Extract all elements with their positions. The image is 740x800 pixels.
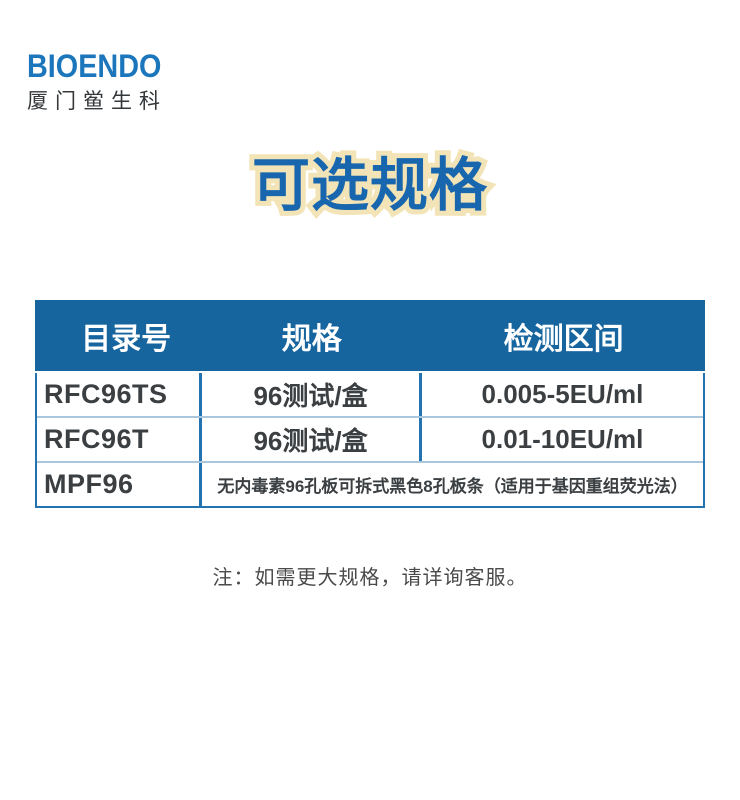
brand-logo-subtext: 厦门鲎生科	[27, 90, 167, 113]
table-body: RFC96TS 96测试/盒 0.005-5EU/ml RFC96T 96测试/…	[35, 373, 705, 508]
cell-catalog: MPF96	[37, 463, 203, 506]
spec-table: 目录号 规格 检测区间 RFC96TS 96测试/盒 0.005-5EU/ml …	[35, 300, 705, 508]
column-header-range: 检测区间	[503, 322, 624, 356]
section-title-wrap: 可选规格	[0, 150, 740, 223]
table-row: MPF96 无内毒素96孔板可拆式黑色8孔板条（适用于基因重组荧光法）	[37, 461, 703, 506]
brand-logo: BIOENDO 厦门鲎生科	[27, 50, 176, 112]
table-header-row: 目录号 规格 检测区间	[35, 300, 705, 371]
brand-logo-text: BIOENDO	[27, 48, 162, 84]
column-header-catalog: 目录号	[81, 322, 172, 356]
table-row: RFC96T 96测试/盒 0.01-10EU/ml	[37, 416, 703, 461]
cell-description: 无内毒素96孔板可拆式黑色8孔板条（适用于基因重组荧光法）	[217, 477, 688, 496]
cell-spec: 96测试/盒	[202, 418, 422, 461]
page-title: 可选规格	[252, 150, 488, 223]
column-header-spec: 规格	[281, 322, 342, 356]
note-text: 注：如需更大规格，请详询客服。	[212, 567, 528, 589]
cell-catalog: RFC96TS	[37, 373, 203, 416]
cell-range: 0.005-5EU/ml	[481, 379, 644, 409]
table-row: RFC96TS 96测试/盒 0.005-5EU/ml	[37, 373, 703, 416]
cell-spec: 96测试/盒	[202, 373, 422, 416]
cell-catalog: RFC96T	[37, 418, 203, 461]
cell-range: 0.01-10EU/ml	[481, 424, 644, 454]
